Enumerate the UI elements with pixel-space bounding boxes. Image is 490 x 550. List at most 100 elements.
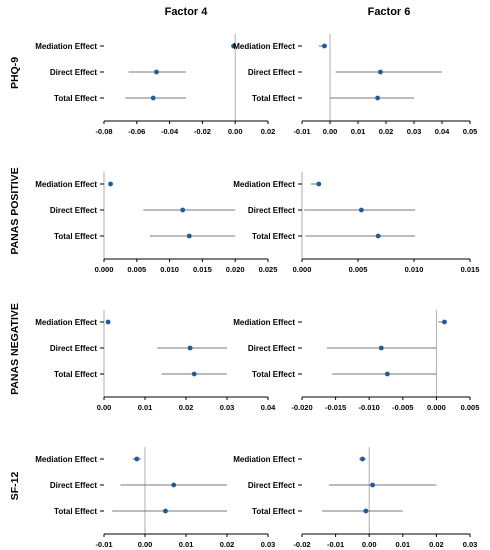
x-tick-label: -0.020 [291, 403, 312, 412]
estimate-point-direct-effect [378, 345, 384, 351]
x-tick-label: 0.005 [349, 265, 368, 274]
category-label-mediation-effect: Mediation Effect [35, 455, 97, 464]
panel-panas-positive-factor-4: 0.000 0.005 0.010 0.015 0.020 0.025 Mediation … [35, 172, 277, 274]
category-label-mediation-effect: Mediation Effect [35, 42, 97, 51]
estimate-point-direct-effect [378, 69, 383, 75]
row-title-panas-positive: PANAS POSITIVE [9, 167, 21, 254]
estimate-point-mediation-effect [322, 43, 327, 49]
category-label-total-effect: Total Effect [54, 370, 97, 379]
x-tick-label: 0.000 [293, 265, 312, 274]
category-label-direct-effect: Direct Effect [50, 206, 97, 215]
category-label-total-effect: Total Effect [54, 94, 97, 103]
row-title-sf12: SF-12 [9, 472, 21, 501]
x-tick-label: 0.03 [407, 127, 422, 136]
category-label-total-effect: Total Effect [252, 507, 295, 516]
x-tick-label: -0.02 [194, 127, 211, 136]
x-tick-label: -0.01 [327, 540, 344, 549]
category-label-total-effect: Total Effect [54, 232, 97, 241]
estimate-point-direct-effect [154, 69, 159, 75]
estimate-point-mediation-effect [134, 456, 140, 462]
estimate-point-direct-effect [358, 207, 364, 213]
panel-phq-9-factor-4: -0.08 -0.06 -0.04 -0.02 0.00 0.02 Mediation Ef… [35, 34, 275, 136]
x-tick-label: 0.03 [463, 540, 478, 549]
x-tick-label: 0.010 [405, 265, 424, 274]
estimate-point-total-effect [375, 95, 380, 101]
x-tick-label: 0.01 [179, 540, 194, 549]
category-label-mediation-effect: Mediation Effect [35, 318, 97, 327]
x-tick-label: -0.010 [359, 403, 380, 412]
estimate-point-mediation-effect [442, 319, 447, 325]
x-tick-label: 0.05 [463, 127, 478, 136]
category-label-direct-effect: Direct Effect [50, 481, 97, 490]
panel-sf-12-factor-4: -0.01 0.00 0.01 0.02 0.03 Mediation Effect Dir… [35, 447, 275, 549]
estimate-point-mediation-effect [231, 43, 236, 49]
panel-panas-positive-factor-6: 0.000 0.005 0.010 0.015 Mediation Effect Dire… [233, 172, 479, 274]
estimate-point-direct-effect [171, 482, 177, 488]
x-tick-label: 0.00 [138, 540, 153, 549]
x-tick-label: 0.02 [379, 127, 394, 136]
category-label-direct-effect: Direct Effect [248, 68, 295, 77]
category-label-mediation-effect: Mediation Effect [233, 318, 295, 327]
x-tick-label: -0.005 [392, 403, 413, 412]
category-label-total-effect: Total Effect [54, 507, 97, 516]
x-tick-label: -0.04 [161, 127, 179, 136]
category-label-total-effect: Total Effect [252, 232, 295, 241]
row-title-phq9: PHQ-9 [9, 57, 21, 89]
x-tick-label: 0.01 [351, 127, 366, 136]
panel-phq-9-factor-6: -0.01 0.00 0.01 0.02 0.03 0.04 0.05 Mediation E… [233, 34, 477, 136]
x-tick-label: -0.02 [293, 540, 310, 549]
column-title-factor-6: Factor 6 [368, 6, 411, 18]
estimate-point-total-effect [363, 508, 369, 514]
estimate-point-direct-effect [187, 345, 193, 351]
category-label-total-effect: Total Effect [252, 370, 295, 379]
x-tick-label: 0.005 [461, 403, 480, 412]
x-tick-label: 0.00 [323, 127, 338, 136]
x-tick-label: 0.025 [259, 265, 278, 274]
panel-sf-12-factor-6: -0.02 -0.01 0.00 0.01 0.02 0.03 Mediation Effe… [233, 447, 477, 549]
x-tick-label: 0.00 [97, 403, 112, 412]
x-tick-label: -0.08 [95, 127, 112, 136]
estimate-point-total-effect [375, 233, 381, 239]
category-label-direct-effect: Direct Effect [50, 68, 97, 77]
x-tick-label: 0.02 [179, 403, 194, 412]
estimate-point-total-effect [384, 371, 390, 377]
category-label-mediation-effect: Mediation Effect [233, 42, 295, 51]
x-tick-label: 0.000 [95, 265, 114, 274]
category-label-mediation-effect: Mediation Effect [233, 180, 295, 189]
x-tick-label: 0.02 [220, 540, 235, 549]
x-tick-label: 0.00 [362, 540, 377, 549]
estimate-point-direct-effect [370, 482, 375, 488]
category-label-mediation-effect: Mediation Effect [35, 180, 97, 189]
category-label-direct-effect: Direct Effect [248, 206, 295, 215]
estimate-point-total-effect [150, 95, 156, 101]
x-tick-label: 0.015 [193, 265, 212, 274]
estimate-point-mediation-effect [108, 181, 113, 187]
category-label-direct-effect: Direct Effect [248, 481, 295, 490]
x-tick-label: 0.02 [261, 127, 276, 136]
x-tick-label: 0.020 [226, 265, 245, 274]
estimate-point-total-effect [191, 371, 197, 377]
x-tick-label: 0.01 [138, 403, 153, 412]
panel-panas-negative-factor-4: 0.00 0.01 0.02 0.03 0.04 Mediation Effect Dire… [35, 310, 276, 412]
estimate-point-total-effect [186, 233, 192, 239]
x-tick-label: 0.00 [228, 127, 243, 136]
panels-group: -0.08 -0.06 -0.04 -0.02 0.00 0.02 Mediation Ef… [35, 34, 479, 549]
x-tick-label: 0.015 [461, 265, 480, 274]
category-label-direct-effect: Direct Effect [248, 344, 295, 353]
x-tick-label: 0.04 [435, 127, 450, 136]
x-tick-label: 0.02 [429, 540, 444, 549]
x-tick-label: 0.01 [395, 540, 410, 549]
x-tick-label: 0.03 [261, 540, 276, 549]
x-tick-label: 0.03 [220, 403, 235, 412]
category-label-direct-effect: Direct Effect [50, 344, 97, 353]
estimate-point-total-effect [163, 508, 168, 514]
estimate-point-direct-effect [180, 207, 186, 213]
estimate-point-mediation-effect [105, 319, 111, 325]
x-tick-label: -0.01 [95, 540, 112, 549]
row-title-panas-negative: PANAS NEGATIVE [9, 303, 21, 395]
x-tick-label: 0.04 [261, 403, 276, 412]
estimate-point-mediation-effect [316, 181, 322, 187]
x-tick-label: 0.000 [427, 403, 446, 412]
column-title-factor-4: Factor 4 [165, 6, 209, 18]
